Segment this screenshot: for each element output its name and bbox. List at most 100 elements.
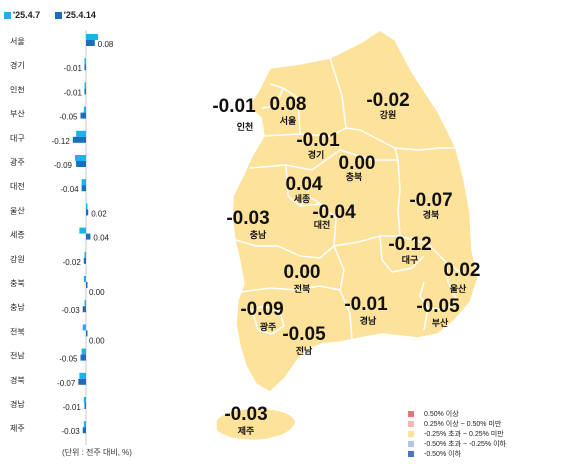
jeju-shape: [215, 407, 297, 442]
region-value-chungbuk: 0.00: [339, 153, 376, 174]
legend-swatch: [408, 431, 414, 438]
region-name-seoul: 서울: [280, 115, 297, 126]
region-value-jeonnam: -0.05: [282, 324, 326, 345]
bar: [76, 161, 86, 167]
data-label: 0.00: [89, 288, 105, 297]
region-name-daejeon: 대전: [314, 219, 331, 230]
region-name-gyeonggi: 경기: [308, 149, 325, 160]
region-name-ulsan: 울산: [450, 283, 467, 294]
bar: [86, 282, 88, 288]
region-value-gangwon: -0.02: [366, 90, 409, 111]
region-value-seoul: 0.08: [270, 94, 307, 115]
category-label: 서울: [10, 37, 25, 46]
map-legend-row: 0.50% 이상: [408, 410, 506, 420]
bar-chart: 서울 0.08 경기 -0.01 인천 -0.01 부산 -0.05 대구 -0.12 광주 -0.0…: [10, 30, 114, 445]
bar: [86, 203, 88, 210]
data-label: -0.03: [61, 427, 80, 436]
data-label: -0.01: [63, 403, 82, 412]
bar-legend: '25.4.7 '25.4.14: [4, 10, 108, 20]
map-legend-row: -0.50% 초과 ~ -0.25% 이하: [408, 440, 506, 450]
bar: [83, 106, 86, 113]
category-label: 경남: [10, 399, 25, 409]
bar: [84, 82, 86, 89]
region-name-jeju: 제주: [238, 425, 255, 436]
category-label: 세종: [10, 231, 25, 240]
category-label: 부산: [10, 109, 25, 119]
region-value-incheon: -0.01: [212, 96, 256, 117]
category-label: 강원: [10, 254, 25, 264]
category-label: 충북: [10, 279, 25, 288]
bar: [84, 251, 86, 258]
bar: [80, 112, 86, 119]
bar: [78, 378, 86, 385]
data-label: -0.01: [64, 88, 83, 97]
bar: [84, 88, 86, 95]
map-legend-label: 0.25% 이상 ~ 0.50% 미만: [424, 421, 502, 428]
bar: [84, 403, 86, 409]
bar: [81, 179, 86, 186]
region-name-gyeongbuk: 경북: [423, 209, 440, 220]
region-value-daegu: -0.12: [388, 234, 431, 255]
map-legend: 0.50% 이상 0.25% 이상 ~ 0.50% 미만 -0.25% 초과 ~…: [408, 410, 506, 460]
bar: [81, 348, 86, 355]
bar: [86, 330, 88, 337]
bar: [83, 257, 86, 264]
bar: [81, 185, 86, 192]
category-label: 광주: [10, 157, 25, 167]
mainland-shape: [231, 29, 479, 393]
data-label: 0.02: [91, 209, 107, 218]
unit-note: (단위 : 전주 대비, %): [62, 448, 132, 457]
legend-swatch: [4, 12, 11, 20]
legend-item-series-1: '25.4.7: [4, 10, 40, 20]
bar: [83, 397, 86, 403]
region-value-chungnam: -0.03: [226, 208, 269, 229]
data-label: -0.09: [54, 161, 73, 170]
map-legend-row: -0.25% 초과 ~ 0.25% 미만: [408, 430, 506, 440]
data-label: -0.02: [63, 258, 82, 267]
bar: [86, 40, 95, 46]
region-value-gyeongbuk: -0.07: [409, 190, 452, 211]
region-value-sejong: 0.04: [286, 174, 323, 195]
map-legend-label: -0.50% 초과 ~ -0.25% 이하: [424, 441, 506, 448]
category-label: 제주: [10, 424, 25, 433]
category-label: 인천: [10, 84, 25, 94]
data-label: -0.01: [64, 64, 83, 73]
bar: [83, 421, 86, 428]
region-value-gyeongnam: -0.01: [344, 294, 388, 315]
data-label: -0.12: [52, 137, 71, 146]
data-label: -0.05: [59, 113, 78, 122]
region-name-incheon: 인천: [237, 122, 254, 132]
map-legend-label: -0.25% 초과 ~ 0.25% 미만: [424, 431, 504, 438]
region-name-busan: 부산: [432, 317, 449, 328]
bar: [84, 58, 86, 65]
region-name-jeonbuk: 전북: [294, 283, 311, 294]
category-label: 대전: [10, 181, 25, 191]
legend-swatch: [408, 451, 414, 458]
data-label: -0.04: [60, 185, 79, 194]
legend-label: '25.4.14: [63, 10, 96, 20]
data-label: -0.05: [59, 355, 78, 364]
category-label: 전남: [10, 351, 25, 361]
legend-label: '25.4.7: [13, 10, 41, 20]
region-value-ulsan: 0.02: [444, 260, 481, 281]
region-name-gangwon: 강원: [380, 109, 397, 120]
bar: [86, 233, 91, 240]
legend-swatch: [54, 12, 62, 20]
data-label: -0.07: [57, 379, 76, 388]
bar: [83, 276, 86, 282]
region-name-sejong: 세종: [294, 193, 311, 204]
region-value-busan: -0.05: [416, 296, 460, 317]
bar: [84, 300, 86, 307]
region-value-daejeon: -0.04: [312, 202, 356, 223]
region-value-jeju: -0.03: [224, 404, 267, 425]
bar: [86, 209, 89, 216]
bar: [82, 427, 86, 434]
region-value-gwangju: -0.09: [240, 299, 283, 320]
data-label: 0.04: [93, 234, 109, 243]
map-legend-label: 0.50% 이상: [424, 411, 459, 418]
map-legend-row: 0.25% 이상 ~ 0.50% 미만: [408, 420, 506, 430]
bar: [75, 155, 86, 161]
legend-swatch: [408, 411, 414, 418]
map-legend-row: -0.50% 이하: [408, 450, 506, 460]
